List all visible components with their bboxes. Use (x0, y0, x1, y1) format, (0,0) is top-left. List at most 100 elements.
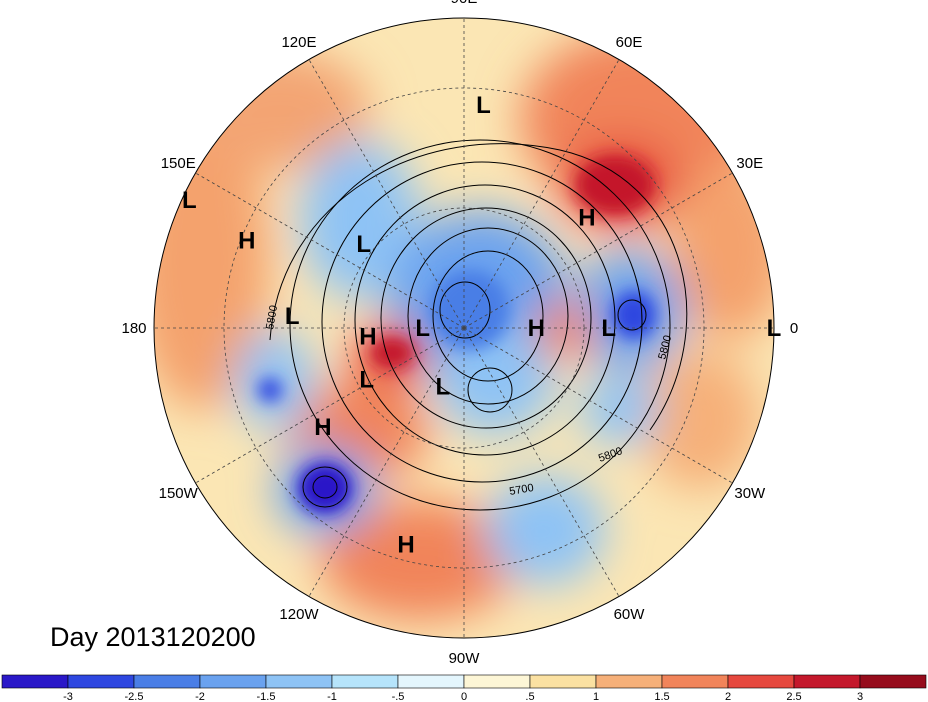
meridian-line (195, 327, 465, 484)
colorbar-label: -.5 (392, 691, 405, 702)
colorbar-label: 3 (857, 691, 863, 702)
low-pressure-label: L (182, 187, 197, 214)
colorbar-label: 0 (461, 691, 467, 702)
core-cold-e (612, 291, 656, 339)
colorbar-label: -1.5 (257, 691, 276, 702)
contour-11 (312, 475, 338, 499)
colorbar: -3 -2.5 -2 -1.5 -1 -.5 0 .5 1 1.5 2 2.5 3 (1, 674, 927, 702)
meridian-line (463, 59, 620, 329)
colorbar-swatch (529, 674, 597, 689)
cool-south (485, 475, 605, 585)
warm-s (320, 500, 520, 620)
high-pressure-label: H (397, 531, 414, 558)
low-pressure-label: L (435, 373, 450, 400)
longitude-label: 150E (161, 155, 196, 172)
contour-9 (617, 299, 647, 331)
day-title: Day 2013120200 (50, 622, 256, 652)
contour-1 (289, 139, 671, 511)
longitude-label: 120W (279, 606, 319, 623)
map-outline (153, 17, 775, 639)
map-disk (154, 18, 774, 638)
low-pressure-label: L (285, 303, 300, 330)
contour-8 (467, 367, 513, 413)
colorbar-label: -2.5 (125, 691, 144, 702)
colorbar-swatch (67, 674, 135, 689)
core-cold-w (258, 378, 282, 402)
colorbar-swatch (595, 674, 663, 689)
cool-center-s (435, 325, 555, 435)
meridian-line (308, 327, 465, 597)
core-cold-center (430, 270, 510, 350)
colorbar-label: 2.5 (786, 691, 801, 702)
colorbar-swatch (265, 674, 333, 689)
colorbar-label: 1 (593, 691, 599, 702)
meridian-line (463, 327, 733, 484)
high-pressure-label: H (528, 315, 545, 342)
colorbar-label: -1 (327, 691, 337, 702)
longitude-label: 120E (281, 34, 316, 51)
colorbar-swatch (661, 674, 729, 689)
contour-3 (354, 184, 616, 456)
longitude-label: 60W (614, 606, 646, 623)
longitude-label: 90E (451, 0, 478, 7)
meridian-line (195, 172, 465, 329)
colorbar-swatch (793, 674, 861, 689)
warm-se (640, 350, 760, 490)
meridian-line (463, 172, 733, 329)
cool-north (300, 140, 420, 300)
contour-7 (439, 281, 491, 339)
colorbar-swatch (397, 674, 465, 689)
high-pressure-label: H (578, 204, 595, 231)
longitude-label: 30W (734, 485, 766, 502)
contour-4 (380, 207, 592, 429)
anomaly-cores (258, 155, 656, 514)
core-hot-ne (575, 155, 655, 215)
colorbar-swatch (727, 674, 795, 689)
high-pressure-label: H (238, 227, 255, 254)
meridian-line (308, 59, 465, 329)
contour-value-labels: 5800 5800 5800 5700 (264, 304, 674, 498)
colorbar-swatch (199, 674, 267, 689)
longitude-label: 0 (790, 320, 798, 337)
colorbar-label: -3 (63, 691, 73, 702)
colorbar-label: -2 (195, 691, 205, 702)
warm-edge-e (670, 160, 774, 340)
low-pressure-label: L (359, 367, 374, 394)
colorbar-swatch (1, 674, 69, 689)
colorbar-label: 1.5 (654, 691, 669, 702)
longitude-label: 60E (616, 34, 643, 51)
longitude-label: 180 (121, 320, 146, 337)
colorbar-swatch (331, 674, 399, 689)
longitude-label: 90W (449, 650, 481, 667)
height-contours (269, 139, 688, 511)
high-pressure-label: H (359, 323, 376, 350)
hot-center-e (535, 300, 595, 360)
core-hot-w (370, 337, 414, 369)
contour-label-1: 5800 (264, 304, 280, 330)
low-pressure-label: L (356, 231, 371, 258)
low-pressure-label: L (601, 315, 616, 342)
contour-12 (269, 143, 688, 431)
cool-se (580, 375, 660, 445)
high-pressure-label: H (314, 414, 331, 441)
colorbar-swatch (463, 674, 531, 689)
low-pressure-label: L (476, 92, 491, 119)
colorbar-label: 2 (725, 691, 731, 702)
contour-5 (407, 227, 569, 405)
longitude-label: 150W (159, 485, 199, 502)
low-pressure-label: L (415, 315, 430, 342)
graticule (154, 18, 774, 638)
colorbar-swatch (133, 674, 201, 689)
core-cold-pacific (297, 462, 353, 514)
longitude-labels: 90E 60E 30E 0 30W 60W 90W 120W 150W 180 150E 120E (121, 0, 798, 667)
contour-10 (302, 466, 348, 508)
contour-2 (321, 161, 643, 483)
meridians (154, 18, 774, 638)
colorbar-swatch (859, 674, 927, 689)
longitude-label: 30E (736, 155, 763, 172)
colorbar-label: .5 (525, 691, 534, 702)
contour-label-4: 5700 (508, 482, 534, 498)
contour-6 (432, 250, 544, 382)
